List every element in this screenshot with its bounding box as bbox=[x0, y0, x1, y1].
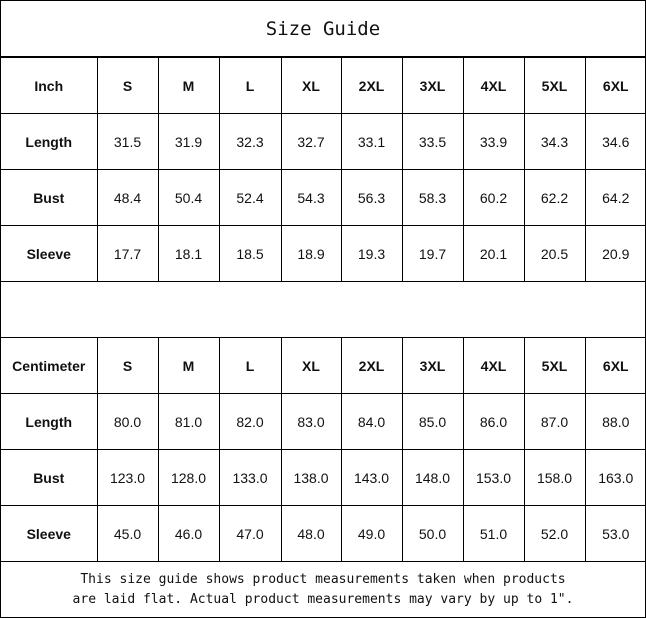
size-header: M bbox=[157, 337, 220, 394]
table-cell: 31.5 bbox=[96, 113, 159, 170]
footer-note: This size guide shows product measuremen… bbox=[1, 562, 645, 618]
footer-line-1: This size guide shows product measuremen… bbox=[80, 572, 566, 587]
table-row: Bust 48.4 50.4 52.4 54.3 56.3 58.3 60.2 62.2 64.2 bbox=[1, 169, 646, 226]
size-header: 6XL bbox=[584, 57, 646, 114]
row-label: Length bbox=[1, 393, 98, 450]
size-header: L bbox=[218, 337, 282, 394]
size-header: S bbox=[96, 337, 159, 394]
size-header: 3XL bbox=[401, 57, 464, 114]
size-header: 5XL bbox=[523, 57, 586, 114]
inch-table: Inch S M L XL 2XL 3XL 4XL 5XL 6XL Length 31.5 31.9 32… bbox=[1, 57, 646, 282]
size-header: M bbox=[157, 57, 220, 114]
table-cell: 123.0 bbox=[96, 449, 159, 506]
size-header: S bbox=[96, 57, 159, 114]
size-header: 4XL bbox=[462, 337, 525, 394]
size-header: L bbox=[218, 57, 282, 114]
size-header: 6XL bbox=[584, 337, 646, 394]
table-cell: 138.0 bbox=[280, 449, 342, 506]
table-cell: 87.0 bbox=[523, 393, 586, 450]
table-cell: 56.3 bbox=[340, 169, 403, 226]
table-cell: 48.0 bbox=[280, 505, 342, 562]
table-cell: 33.5 bbox=[401, 113, 464, 170]
size-header: 2XL bbox=[340, 337, 403, 394]
table-cell: 86.0 bbox=[462, 393, 525, 450]
row-label: Length bbox=[1, 113, 98, 170]
table-cell: 48.4 bbox=[96, 169, 159, 226]
table-cell: 82.0 bbox=[218, 393, 282, 450]
table-row: Length 80.0 81.0 82.0 83.0 84.0 85.0 86.0 87.0 88… bbox=[1, 393, 646, 450]
footer-line-2: are laid flat. Actual product measuremen… bbox=[72, 592, 574, 607]
table-cell: 128.0 bbox=[157, 449, 220, 506]
table-cell: 133.0 bbox=[218, 449, 282, 506]
table-cell: 54.3 bbox=[280, 169, 342, 226]
size-header: XL bbox=[280, 57, 342, 114]
table-cell: 53.0 bbox=[584, 505, 646, 562]
table-cell: 52.4 bbox=[218, 169, 282, 226]
page-title: Size Guide bbox=[1, 1, 645, 57]
table-cell: 49.0 bbox=[340, 505, 403, 562]
row-label: Sleeve bbox=[1, 505, 98, 562]
table-cell: 34.6 bbox=[584, 113, 646, 170]
unit-header: Centimeter bbox=[1, 337, 98, 394]
row-label: Bust bbox=[1, 169, 98, 226]
table-cell: 163.0 bbox=[584, 449, 646, 506]
table-cell: 143.0 bbox=[340, 449, 403, 506]
table-row: Length 31.5 31.9 32.3 32.7 33.1 33.5 33.9 34.3 34… bbox=[1, 113, 646, 170]
table-cell: 88.0 bbox=[584, 393, 646, 450]
table-cell: 83.0 bbox=[280, 393, 342, 450]
table-cell: 80.0 bbox=[96, 393, 159, 450]
table-cell: 62.2 bbox=[523, 169, 586, 226]
table-cell: 31.9 bbox=[157, 113, 220, 170]
table-row: Bust 123.0 128.0 133.0 138.0 143.0 148.0 153.0 1… bbox=[1, 449, 646, 506]
table-cell: 51.0 bbox=[462, 505, 525, 562]
table-cell: 20.1 bbox=[462, 225, 525, 282]
table-cell: 85.0 bbox=[401, 393, 464, 450]
table-cell: 84.0 bbox=[340, 393, 403, 450]
size-header: 5XL bbox=[523, 337, 586, 394]
table-cell: 148.0 bbox=[401, 449, 464, 506]
table-cell: 32.7 bbox=[280, 113, 342, 170]
table-cell: 33.9 bbox=[462, 113, 525, 170]
table-cell: 19.7 bbox=[401, 225, 464, 282]
table-cell: 47.0 bbox=[218, 505, 282, 562]
table-cell: 50.0 bbox=[401, 505, 464, 562]
table-cell: 20.5 bbox=[523, 225, 586, 282]
table-cell: 34.3 bbox=[523, 113, 586, 170]
unit-header: Inch bbox=[1, 57, 98, 114]
table-cell: 20.9 bbox=[584, 225, 646, 282]
size-header: 3XL bbox=[401, 337, 464, 394]
table-cell: 52.0 bbox=[523, 505, 586, 562]
table-cell: 45.0 bbox=[96, 505, 159, 562]
size-header: XL bbox=[280, 337, 342, 394]
table-spacer bbox=[1, 281, 645, 337]
table-cell: 18.9 bbox=[280, 225, 342, 282]
table-cell: 19.3 bbox=[340, 225, 403, 282]
table-cell: 64.2 bbox=[584, 169, 646, 226]
table-cell: 17.7 bbox=[96, 225, 159, 282]
table-row: Sleeve 17.7 18.1 18.5 18.9 19.3 19.7 20.1 20.5 20… bbox=[1, 225, 646, 282]
table-cell: 158.0 bbox=[523, 449, 586, 506]
header-row: Centimeter S M L XL 2XL 3XL 4XL 5XL 6XL bbox=[1, 337, 646, 394]
table-cell: 18.5 bbox=[218, 225, 282, 282]
size-header: 2XL bbox=[340, 57, 403, 114]
size-header: 4XL bbox=[462, 57, 525, 114]
table-cell: 153.0 bbox=[462, 449, 525, 506]
header-row: Inch S M L XL 2XL 3XL 4XL 5XL 6XL bbox=[1, 57, 646, 114]
centimeter-table: Centimeter S M L XL 2XL 3XL 4XL 5XL 6XL Length 80.0… bbox=[1, 337, 646, 562]
table-cell: 60.2 bbox=[462, 169, 525, 226]
table-cell: 46.0 bbox=[157, 505, 220, 562]
table-cell: 81.0 bbox=[157, 393, 220, 450]
table-cell: 58.3 bbox=[401, 169, 464, 226]
table-cell: 33.1 bbox=[340, 113, 403, 170]
table-row: Sleeve 45.0 46.0 47.0 48.0 49.0 50.0 51.0 52.0 53… bbox=[1, 505, 646, 562]
row-label: Sleeve bbox=[1, 225, 98, 282]
table-cell: 32.3 bbox=[218, 113, 282, 170]
table-cell: 50.4 bbox=[157, 169, 220, 226]
row-label: Bust bbox=[1, 449, 98, 506]
table-cell: 18.1 bbox=[157, 225, 220, 282]
